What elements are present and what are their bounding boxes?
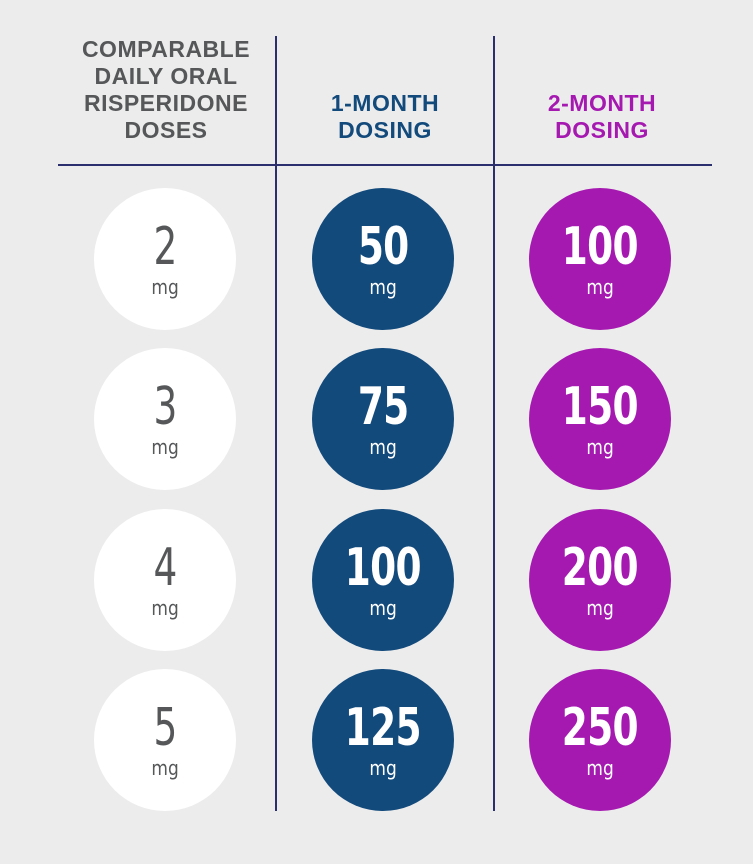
header-oral-line: DOSES <box>124 117 208 143</box>
dose-unit: mg <box>369 435 397 459</box>
header-2m-line: 2-MONTH <box>547 90 657 116</box>
two-month-dose-circle: 150 mg <box>529 348 671 490</box>
dose-unit: mg <box>151 596 179 620</box>
dose-value: 150 <box>561 377 639 437</box>
header-oral-doses: COMPARABLE DAILY ORAL RISPERIDONE DOSES <box>60 36 272 144</box>
column-divider-2 <box>493 36 495 811</box>
dose-unit: mg <box>586 275 614 299</box>
dose-value: 3 <box>153 377 177 437</box>
dose-unit: mg <box>369 596 397 620</box>
dose-unit: mg <box>151 756 179 780</box>
header-divider <box>58 164 712 166</box>
two-month-dose-circle: 100 mg <box>529 188 671 330</box>
header-2-month-dosing: 2-MONTH DOSING <box>497 90 707 144</box>
dose-value: 200 <box>561 538 639 598</box>
dose-unit: mg <box>369 756 397 780</box>
dose-value: 100 <box>344 538 422 598</box>
dose-value: 5 <box>153 698 177 758</box>
header-oral-line: COMPARABLE <box>81 36 251 62</box>
oral-dose-circle: 3 mg <box>94 348 236 490</box>
one-month-dose-circle: 125 mg <box>312 669 454 811</box>
column-divider-1 <box>275 36 277 811</box>
header-1m-line: 1-MONTH <box>330 90 440 116</box>
dose-unit: mg <box>586 596 614 620</box>
oral-dose-circle: 4 mg <box>94 509 236 651</box>
dose-value: 4 <box>153 538 177 598</box>
oral-dose-circle: 2 mg <box>94 188 236 330</box>
one-month-dose-circle: 75 mg <box>312 348 454 490</box>
dose-unit: mg <box>151 435 179 459</box>
dose-value: 75 <box>357 377 409 437</box>
two-month-dose-circle: 200 mg <box>529 509 671 651</box>
dose-unit: mg <box>586 756 614 780</box>
dose-unit: mg <box>369 275 397 299</box>
dose-value: 125 <box>344 698 422 758</box>
header-2m-line: DOSING <box>555 117 649 143</box>
two-month-dose-circle: 250 mg <box>529 669 671 811</box>
dose-value: 50 <box>357 217 409 277</box>
dose-unit: mg <box>586 435 614 459</box>
dose-value: 250 <box>561 698 639 758</box>
header-1-month-dosing: 1-MONTH DOSING <box>280 90 490 144</box>
header-oral-line: RISPERIDONE <box>84 90 248 116</box>
dose-value: 2 <box>153 217 177 277</box>
one-month-dose-circle: 100 mg <box>312 509 454 651</box>
oral-dose-circle: 5 mg <box>94 669 236 811</box>
dose-unit: mg <box>151 275 179 299</box>
one-month-dose-circle: 50 mg <box>312 188 454 330</box>
header-oral-line: DAILY ORAL <box>94 63 238 89</box>
dose-value: 100 <box>561 217 639 277</box>
header-1m-line: DOSING <box>338 117 432 143</box>
